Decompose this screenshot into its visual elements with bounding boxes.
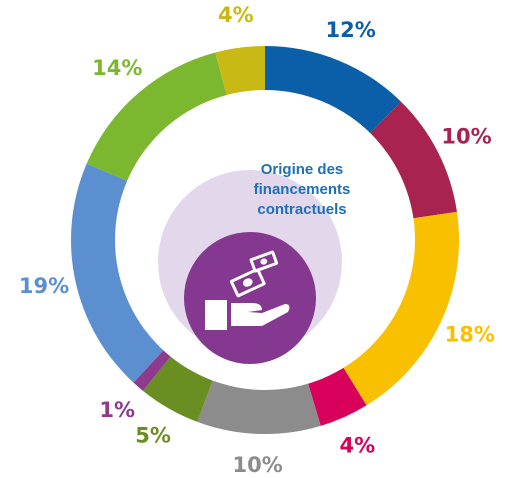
data-label: 1% [99, 398, 135, 422]
icon-bill [249, 250, 279, 273]
icon-circle [184, 232, 316, 364]
icon-bill [229, 267, 266, 298]
center-title: financements [254, 181, 351, 198]
data-label: 19% [19, 274, 69, 298]
data-label: 18% [445, 323, 495, 347]
data-label: 10% [233, 453, 283, 474]
money-hand-icon [205, 250, 290, 330]
data-label: 10% [441, 125, 491, 149]
data-label: 12% [326, 18, 376, 42]
center-title: contractuels [257, 201, 346, 218]
data-label: 14% [92, 56, 142, 80]
data-label: 5% [135, 423, 171, 447]
icon-hand [231, 303, 290, 326]
icon-cuff [205, 300, 227, 330]
data-label: 4% [340, 433, 376, 457]
center-title: Origine des [261, 161, 344, 178]
data-label: 4% [218, 3, 254, 27]
